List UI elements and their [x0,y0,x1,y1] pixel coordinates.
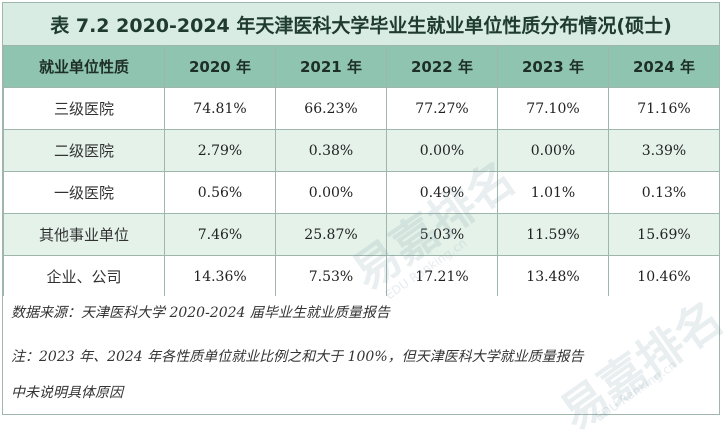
table-cell: 0.00% [386,129,498,172]
table-cell: 1.01% [497,171,609,214]
table-cell: 25.87% [275,213,387,256]
table-cell: 14.36% [164,255,276,298]
table-cell: 13.48% [497,255,609,298]
table-cell: 66.23% [275,87,387,130]
table-cell: 0.56% [164,171,276,214]
row-label: 其他事业单位 [3,213,165,256]
table-cell: 17.21% [386,255,498,298]
table-row: 一级医院 0.56% 0.00% 0.49% 1.01% 0.13% [3,171,720,214]
header-cell: 2023 年 [497,45,609,88]
row-label: 三级医院 [3,87,165,130]
row-label: 企业、公司 [3,255,165,298]
header-cell: 2024 年 [608,45,720,88]
header-cell: 2021 年 [275,45,387,88]
table-cell: 0.00% [275,171,387,214]
table-row: 二级医院 2.79% 0.38% 0.00% 0.00% 3.39% [3,129,720,172]
header-cell: 就业单位性质 [3,45,165,88]
table-cell: 5.03% [386,213,498,256]
document-frame: 表 7.2 2020-2024 年天津医科大学毕业生就业单位性质分布情况(硕士)… [2,2,720,415]
table-cell: 0.38% [275,129,387,172]
header-cell: 2022 年 [386,45,498,88]
footnote-line-1: 注：2023 年、2024 年各性质单位就业比例之和大于 100%，但天津医科大… [11,349,584,365]
row-label: 一级医院 [3,171,165,214]
row-label: 二级医院 [3,129,165,172]
table-cell: 11.59% [497,213,609,256]
employment-table: 就业单位性质 2020 年 2021 年 2022 年 2023 年 2024 … [3,45,720,298]
table-cell: 3.39% [608,129,720,172]
header-cell: 2020 年 [164,45,276,88]
table-title: 表 7.2 2020-2024 年天津医科大学毕业生就业单位性质分布情况(硕士) [3,3,719,46]
table-cell: 0.13% [608,171,720,214]
header-row: 就业单位性质 2020 年 2021 年 2022 年 2023 年 2024 … [3,45,720,88]
notes-section: 数据来源：天津医科大学 2020-2024 届毕业生就业质量报告 注：2023 … [3,296,719,414]
table-cell: 74.81% [164,87,276,130]
footnote-line-2: 中未说明具体原因 [11,385,123,401]
table-row: 其他事业单位 7.46% 25.87% 5.03% 11.59% 15.69% [3,213,720,256]
source-note: 数据来源：天津医科大学 2020-2024 届毕业生就业质量报告 [11,305,390,321]
table-row: 企业、公司 14.36% 7.53% 17.21% 13.48% 10.46% [3,255,720,298]
table-cell: 2.79% [164,129,276,172]
table-cell: 71.16% [608,87,720,130]
table-cell: 77.27% [386,87,498,130]
table-cell: 7.53% [275,255,387,298]
table-row: 三级医院 74.81% 66.23% 77.27% 77.10% 71.16% [3,87,720,130]
table-cell: 77.10% [497,87,609,130]
table-cell: 0.00% [497,129,609,172]
table-cell: 15.69% [608,213,720,256]
table-cell: 7.46% [164,213,276,256]
table-cell: 10.46% [608,255,720,298]
table-cell: 0.49% [386,171,498,214]
